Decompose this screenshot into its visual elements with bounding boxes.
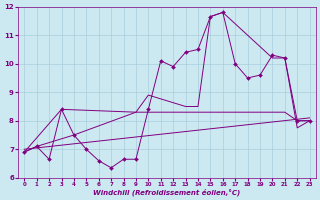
X-axis label: Windchill (Refroidissement éolien,°C): Windchill (Refroidissement éolien,°C) — [93, 188, 241, 196]
